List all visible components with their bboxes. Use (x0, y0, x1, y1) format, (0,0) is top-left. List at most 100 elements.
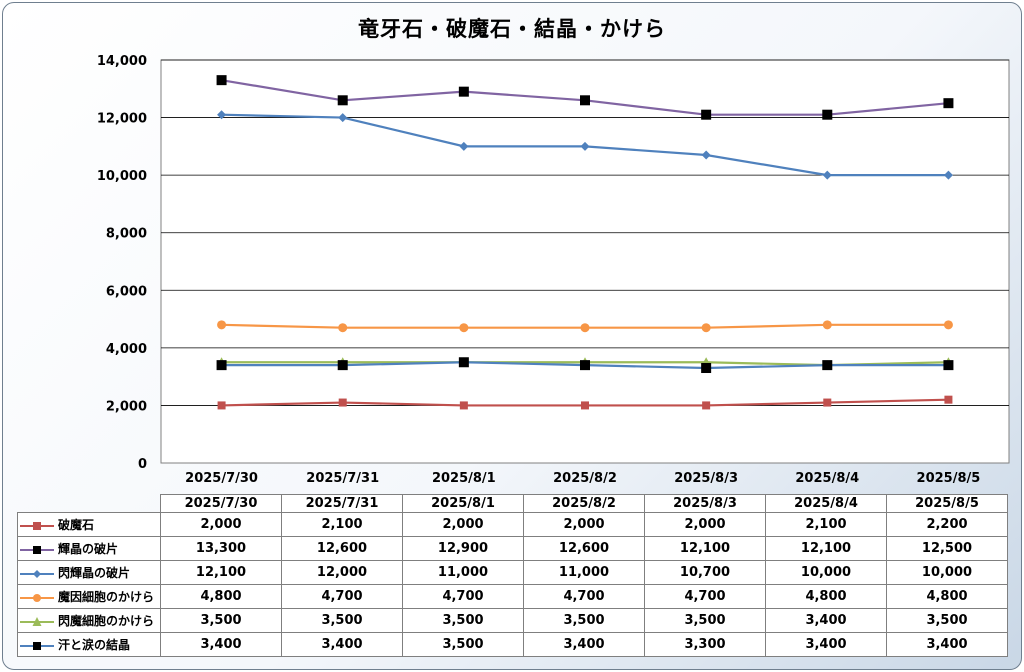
table-row: 破魔石 2,000 2,100 2,000 2,000 2,000 2,100 2,200 (17, 512, 1008, 537)
legend-key (20, 569, 54, 578)
chart-title: 竜牙石・破魔石・結晶・かけら (358, 17, 666, 41)
table-cell: 11,000 (523, 560, 645, 585)
marker-square (822, 109, 833, 120)
marker-diamond (701, 150, 711, 160)
marker-square (580, 360, 590, 371)
table-cell: 3,400 (523, 632, 645, 657)
table-column-header: 2025/8/2 (523, 494, 645, 513)
table-cell: 2,000 (523, 512, 645, 537)
legend-key (20, 641, 54, 650)
table-cell: 4,700 (523, 584, 645, 609)
x-tick-label: 2025/8/2 (553, 471, 617, 486)
table-corner (18, 495, 161, 513)
table-cell: 4,800 (160, 584, 282, 609)
table-cell: 4,700 (644, 584, 766, 609)
marker-square (701, 109, 712, 120)
table-cell: 3,500 (644, 608, 766, 633)
table-header-row: 2025/7/30 2025/7/31 2025/8/1 2025/8/2 2025/8… (18, 494, 1008, 513)
table-row: 閃輝晶の破片 12,100 12,000 11,000 11,000 10,700 10,0… (17, 560, 1008, 585)
table-cell: 12,100 (765, 536, 887, 561)
y-tick-label: 12,000 (97, 112, 147, 127)
series-name: 輝晶の破片 (58, 542, 119, 556)
table-cell: 13,300 (160, 536, 282, 561)
y-tick-label: 14,000 (97, 54, 147, 69)
table-cell: 2,000 (644, 512, 766, 537)
marker-square (702, 401, 711, 410)
table-cell: 11,000 (402, 560, 524, 585)
table-cell: 12,500 (886, 536, 1008, 561)
table-column-header: 2025/7/31 (281, 494, 403, 513)
marker-square (943, 360, 954, 371)
table-cell: 3,500 (402, 632, 524, 657)
table-cell: 12,100 (160, 560, 282, 585)
table-row: 輝晶の破片 13,300 12,600 12,900 12,600 12,100 12,10… (17, 536, 1008, 561)
series-name: 魔因細胞のかけら (58, 590, 155, 604)
table-cell: 10,000 (886, 560, 1008, 585)
x-tick-label: 2025/8/1 (432, 471, 496, 486)
table-cell: 2,000 (160, 512, 282, 537)
table-row: 魔因細胞のかけら 4,800 4,700 4,700 4,700 4,700 4,800 4,… (17, 584, 1008, 609)
data-table: 2025/7/30 2025/7/31 2025/8/1 2025/8/2 2025/8… (17, 494, 1008, 657)
table-column-header: 2025/8/1 (402, 494, 524, 513)
table-column-header: 2025/8/4 (765, 494, 887, 513)
marker-circle (338, 323, 348, 333)
marker-square (216, 75, 227, 86)
marker-circle (822, 320, 832, 330)
table-cell: 3,400 (765, 608, 887, 633)
series-name-cell: 閃輝晶の破片 (17, 560, 161, 585)
x-tick-label: 2025/8/3 (674, 471, 738, 486)
marker-square (822, 360, 833, 371)
y-tick-label: 6,000 (106, 284, 147, 299)
table-cell: 3,400 (281, 632, 403, 657)
series-name-cell: 魔因細胞のかけら (17, 584, 161, 609)
table-cell: 3,500 (160, 608, 282, 633)
marker-circle (701, 323, 711, 333)
legend-key (20, 521, 54, 530)
marker-circle (217, 320, 227, 330)
table-cell: 3,400 (765, 632, 887, 657)
marker-square (337, 360, 348, 371)
x-tick-label: 2025/7/31 (306, 471, 379, 486)
marker-diamond (822, 170, 832, 180)
series-name-cell: 汗と涙の結晶 (17, 632, 161, 657)
table-row: 閃魔細胞のかけら 3,500 3,500 3,500 3,500 3,500 3,400 3,… (17, 608, 1008, 633)
line-chart: 14,000 12,000 10,000 8,000 6,000 4,000 2,000 0 2… (97, 54, 1010, 486)
legend-key (20, 593, 54, 602)
table-column-header: 2025/7/30 (160, 494, 282, 513)
y-tick-label: 10,000 (97, 169, 147, 184)
table-cell: 2,100 (765, 512, 887, 537)
marker-square (337, 95, 348, 106)
marker-square (458, 357, 469, 368)
marker-circle (943, 320, 953, 330)
x-tick-label: 2025/8/4 (795, 471, 859, 486)
series-name-cell: 破魔石 (17, 512, 161, 537)
marker-circle (459, 323, 469, 333)
marker-square (216, 360, 227, 371)
table-cell: 4,700 (402, 584, 524, 609)
marker-square (943, 98, 954, 109)
y-tick-label: 8,000 (106, 227, 147, 242)
marker-square (581, 401, 589, 410)
series-name: 閃魔細胞のかけら (58, 614, 155, 628)
table-cell: 3,400 (886, 632, 1008, 657)
series-name: 閃輝晶の破片 (58, 566, 131, 580)
y-tick-label: 4,000 (106, 342, 147, 357)
marker-square (459, 401, 468, 410)
x-tick-label: 2025/8/5 (917, 471, 981, 486)
table-column-header: 2025/8/3 (644, 494, 766, 513)
table-cell: 3,300 (644, 632, 766, 657)
table-cell: 12,100 (644, 536, 766, 561)
table-cell: 2,200 (886, 512, 1008, 537)
marker-diamond (338, 113, 348, 123)
legend-key (20, 545, 54, 554)
table-cell: 4,800 (765, 584, 887, 609)
marker-diamond (943, 170, 953, 180)
table-cell: 3,500 (402, 608, 524, 633)
series-name: 汗と涙の結晶 (58, 638, 131, 652)
table-cell: 10,700 (644, 560, 766, 585)
marker-square (701, 363, 712, 374)
marker-square (338, 398, 347, 407)
table-cell: 2,000 (402, 512, 524, 537)
marker-circle (580, 323, 590, 333)
